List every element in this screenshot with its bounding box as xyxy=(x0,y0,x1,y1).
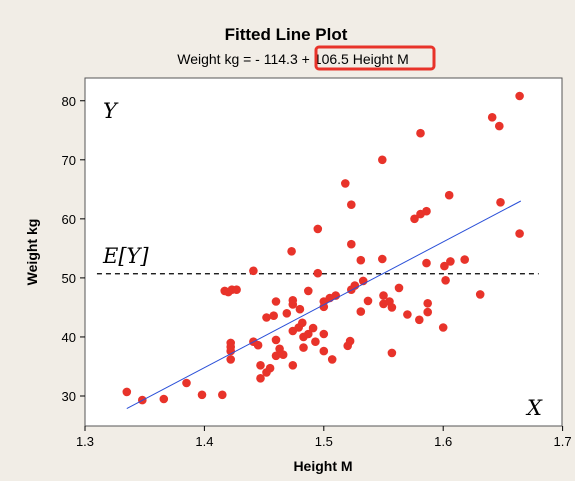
data-point xyxy=(441,276,450,285)
equation-highlight-box xyxy=(314,45,436,71)
data-point xyxy=(218,390,227,400)
x-tick-label: 1.5 xyxy=(315,434,333,449)
data-point xyxy=(287,247,296,256)
data-point xyxy=(265,363,275,373)
data-points xyxy=(122,91,524,405)
data-point xyxy=(308,323,318,333)
data-point xyxy=(313,268,323,278)
data-point xyxy=(495,121,504,131)
data-point xyxy=(378,155,387,165)
data-point xyxy=(387,303,397,312)
data-point xyxy=(122,387,132,397)
data-point xyxy=(347,200,356,209)
data-point xyxy=(319,302,329,312)
data-point xyxy=(295,304,305,314)
data-point xyxy=(403,310,412,319)
data-point xyxy=(253,340,263,350)
data-point xyxy=(423,307,433,317)
data-point xyxy=(394,283,404,293)
data-point xyxy=(271,335,281,345)
data-point xyxy=(378,254,387,264)
y-tick-label: 40 xyxy=(62,330,76,345)
y-tick-label: 30 xyxy=(62,389,76,404)
x-tick-label: 1.6 xyxy=(434,434,452,449)
data-point xyxy=(347,239,356,249)
data-point xyxy=(313,224,323,234)
data-point xyxy=(288,300,298,309)
data-point xyxy=(515,229,524,238)
data-point xyxy=(440,261,449,271)
data-point xyxy=(282,309,292,318)
data-point xyxy=(182,378,191,388)
equation-prefix: Weight kg = - 114.3 + xyxy=(177,51,310,67)
data-point xyxy=(379,291,388,300)
x-corner-label: X xyxy=(525,396,543,420)
data-point xyxy=(438,323,448,332)
data-point xyxy=(422,258,431,268)
data-point xyxy=(416,128,425,138)
data-point xyxy=(415,315,424,325)
data-point xyxy=(249,266,258,276)
data-point xyxy=(232,285,241,295)
data-point xyxy=(299,343,308,352)
data-point xyxy=(256,374,265,383)
y-tick-label: 60 xyxy=(62,212,76,227)
data-point xyxy=(304,329,313,339)
data-point xyxy=(262,313,271,322)
y-axis: 30 40 50 60 70 80 xyxy=(62,94,85,404)
mean-line-label: E[Y] xyxy=(102,244,149,268)
x-tick-label: 1.3 xyxy=(76,434,94,449)
data-point xyxy=(515,91,524,101)
data-point xyxy=(311,337,320,347)
data-point xyxy=(197,390,207,400)
plot-area xyxy=(84,77,563,427)
data-point xyxy=(363,296,373,306)
data-point xyxy=(226,355,235,364)
data-point xyxy=(271,297,281,306)
data-point xyxy=(319,329,329,339)
x-axis: 1.3 1.4 1.5 1.6 1.7 xyxy=(76,426,572,449)
data-point xyxy=(269,311,279,321)
chart-title: Fitted Line Plot xyxy=(225,25,348,44)
data-point xyxy=(460,255,470,264)
data-point xyxy=(446,257,455,266)
y-corner-label: Y xyxy=(103,99,119,123)
y-tick-label: 80 xyxy=(62,94,76,109)
data-point xyxy=(278,350,288,360)
data-point xyxy=(319,346,329,356)
data-point xyxy=(475,290,485,299)
data-point xyxy=(444,190,454,200)
data-point xyxy=(298,318,307,328)
regression-line xyxy=(126,200,522,409)
x-axis-label: Height M xyxy=(293,458,352,474)
data-point xyxy=(341,179,350,188)
data-point xyxy=(356,307,366,316)
data-point xyxy=(423,299,433,308)
y-tick-label: 70 xyxy=(62,153,76,168)
y-tick-label: 50 xyxy=(62,271,76,286)
data-point xyxy=(487,113,497,122)
data-point xyxy=(256,361,265,370)
x-tick-label: 1.7 xyxy=(554,434,572,449)
data-point xyxy=(304,286,313,296)
regression-equation: Weight kg = - 114.3 +106.5 Height M xyxy=(177,51,409,67)
data-point xyxy=(159,394,169,404)
equation-highlight-text: 106.5 Height M xyxy=(314,51,409,67)
data-point xyxy=(327,355,337,364)
data-point xyxy=(226,346,235,356)
data-point xyxy=(356,255,366,265)
data-point xyxy=(496,198,505,207)
data-point xyxy=(422,206,431,216)
y-axis-label: Weight kg xyxy=(24,219,40,286)
data-point xyxy=(288,361,298,370)
data-point xyxy=(410,214,419,224)
x-tick-label: 1.4 xyxy=(195,434,213,449)
data-point xyxy=(271,351,281,361)
data-point xyxy=(345,336,355,346)
data-point xyxy=(387,348,397,358)
